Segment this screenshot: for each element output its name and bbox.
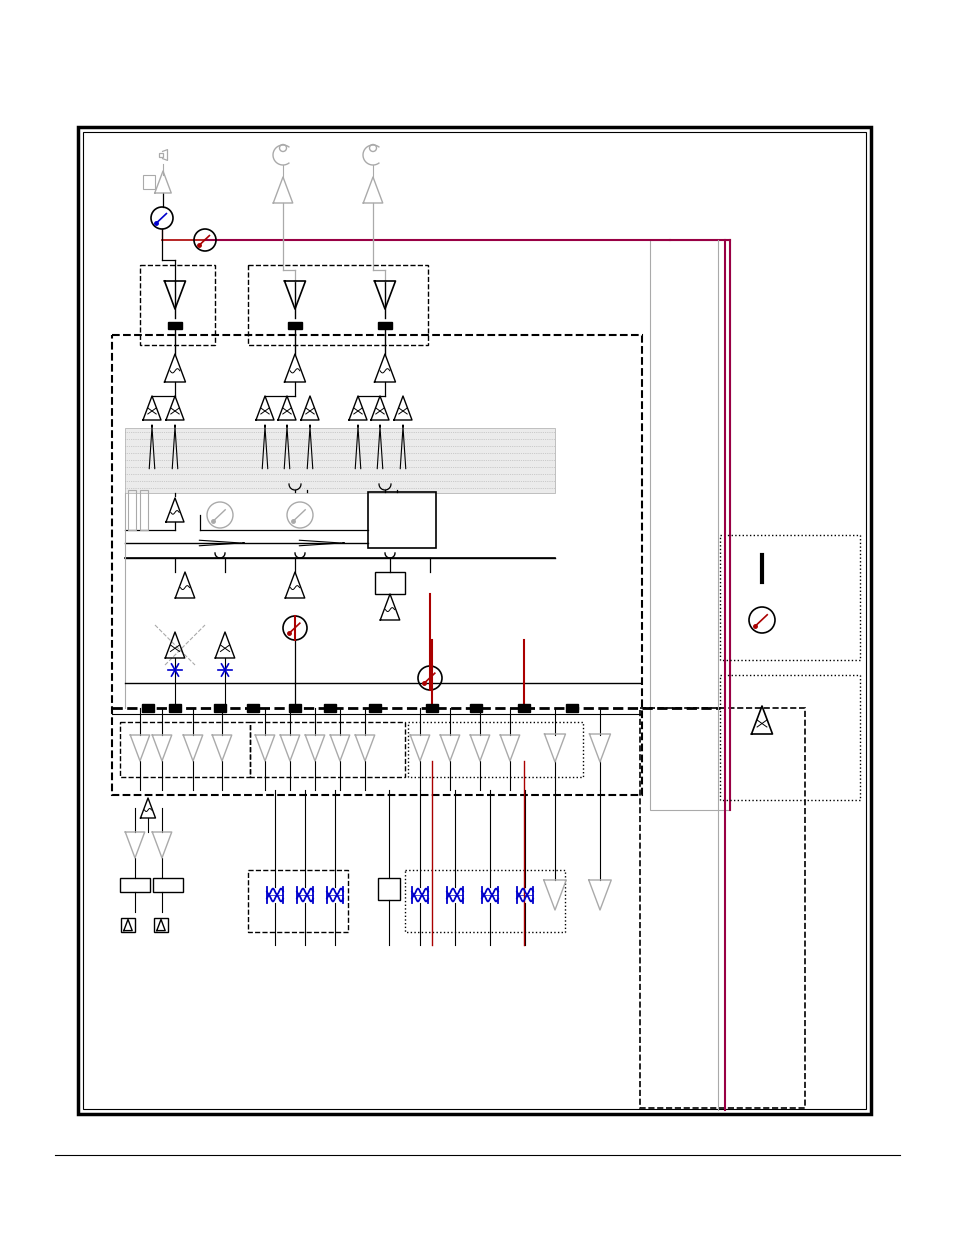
Bar <box>78 127 870 1114</box>
Bar <box>720 676 859 800</box>
Bar <box>649 240 729 810</box>
Bar <box>152 878 183 892</box>
Bar <box>112 335 641 795</box>
Bar <box>377 878 399 900</box>
Bar <box>247 704 258 713</box>
Bar <box>140 490 148 530</box>
Bar <box>565 704 578 713</box>
Bar <box>289 704 301 713</box>
Bar <box>369 704 380 713</box>
Bar <box>120 722 250 777</box>
Bar <box>426 704 437 713</box>
Bar <box>168 321 182 329</box>
Bar <box>324 704 335 713</box>
Bar <box>288 321 302 329</box>
Bar <box>213 704 226 713</box>
Bar <box>125 429 555 493</box>
Bar <box>248 869 348 932</box>
Bar <box>142 704 153 713</box>
Bar <box>143 175 154 189</box>
Bar <box>720 535 859 659</box>
Bar <box>408 722 582 777</box>
Bar <box>248 266 428 345</box>
Bar <box>83 132 865 1109</box>
Bar <box>153 918 168 932</box>
Bar <box>140 266 214 345</box>
Bar <box>375 572 405 594</box>
Bar <box>639 708 804 1108</box>
Bar <box>169 704 181 713</box>
Bar <box>368 492 436 548</box>
Bar <box>128 490 136 530</box>
Bar <box>121 918 135 932</box>
Bar <box>250 722 405 777</box>
Bar <box>470 704 481 713</box>
Bar <box>159 153 162 157</box>
Bar <box>517 704 530 713</box>
Bar <box>405 869 564 932</box>
Bar <box>377 321 392 329</box>
Bar <box>120 878 150 892</box>
